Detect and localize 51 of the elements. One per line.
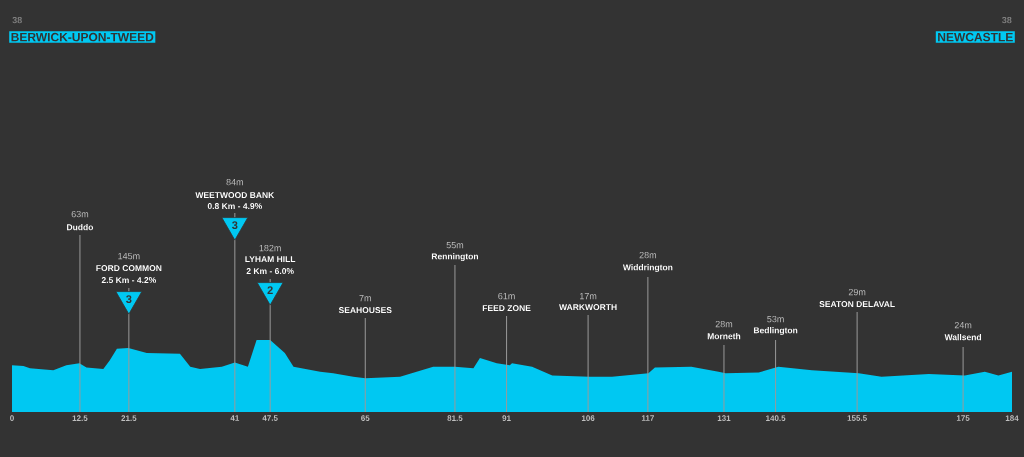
text: 38	[1001, 16, 1012, 24]
ref-line-label: Wallsend	[944, 333, 982, 341]
x-tick-label: 106	[581, 415, 595, 421]
text: 28m	[639, 251, 657, 259]
x-tick-label: 21.5	[121, 415, 137, 421]
ref-line-label: Duddo	[67, 223, 94, 231]
ref-line-label: SEAHOUSES	[338, 307, 392, 314]
text: 182m	[259, 244, 281, 252]
ref-line-label: FORD COMMON	[96, 265, 162, 272]
x-tick-label: 140.5	[766, 415, 786, 421]
text: BERWICK-UPON-TWEED	[11, 32, 154, 42]
x-tick-label: 131	[717, 415, 731, 421]
text: NEWCASTLE	[938, 32, 1013, 42]
x-tick-label: 155.5	[847, 415, 867, 421]
x-tick-label: 65	[361, 415, 370, 421]
ref-line-label: Morneth	[707, 332, 741, 340]
text: 3	[232, 221, 238, 230]
x-tick-label: 91	[502, 415, 511, 421]
text: 84m	[226, 178, 243, 186]
text: 38	[12, 16, 22, 24]
text: 0.8 Km - 4.9%	[207, 203, 262, 210]
text: 2.5 Km - 4.2%	[101, 277, 157, 284]
ref-line-label: Rennington	[431, 253, 479, 262]
text: 24m	[954, 321, 972, 329]
text: 7m	[359, 294, 371, 302]
x-tick-label: 47.5	[262, 415, 278, 421]
x-tick-label: 117	[641, 415, 654, 421]
text: 2 Km - 6.0%	[246, 268, 294, 275]
text: 2	[267, 286, 273, 294]
text: 61m	[498, 292, 515, 300]
text: 145m	[118, 252, 140, 260]
x-tick-label: 81.5	[447, 415, 463, 421]
ref-line-label: Widdrington	[622, 264, 673, 273]
ref-line-label: WARKWORTH	[559, 304, 617, 311]
text: 17m	[580, 292, 597, 300]
text: 3	[126, 295, 132, 304]
text: 55m	[446, 241, 464, 249]
ref-line-label: WEETWOOD BANK	[195, 192, 275, 199]
x-tick-label: 41	[230, 415, 240, 421]
ref-line-label: SEATON DELAVAL	[819, 301, 895, 308]
ref-line-label: FEED ZONE	[482, 305, 531, 312]
ref-line-label: Bedlington	[753, 327, 798, 336]
text: 28m	[715, 320, 733, 328]
text: 53m	[767, 315, 784, 323]
x-tick-label: 0	[10, 415, 14, 421]
x-tick-label: 12.5	[72, 415, 88, 421]
x-tick-label: 175	[956, 415, 970, 421]
ref-line-label: LYHAM HILL	[245, 256, 296, 262]
text: 29m	[848, 288, 866, 296]
x-tick-label: 184	[1005, 415, 1019, 421]
text: 63m	[71, 210, 89, 218]
